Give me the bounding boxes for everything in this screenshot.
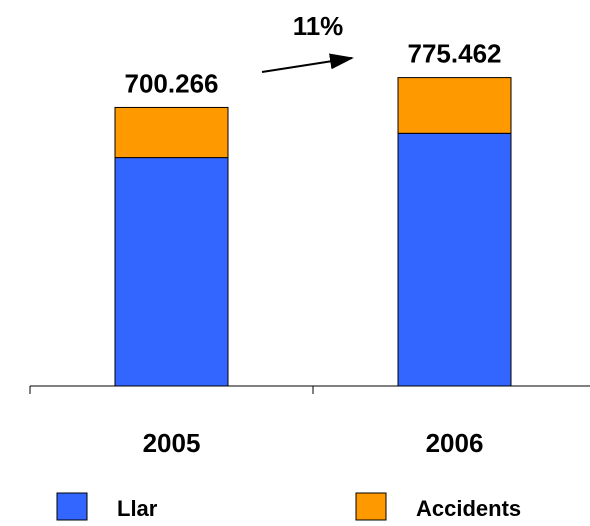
- annotation: 11%: [293, 11, 344, 41]
- x-tick-label: 2005: [143, 428, 201, 458]
- x-tick-label: 2006: [426, 428, 484, 458]
- bar-segment: [397, 132, 512, 387]
- total-label: 700.266: [125, 68, 219, 98]
- bar-segment: [114, 106, 229, 159]
- bar-segment: [114, 157, 229, 387]
- bar-segment: [397, 77, 512, 134]
- legend-label: Accidents: [416, 496, 521, 521]
- legend-swatch: [355, 492, 387, 521]
- legend-swatch: [56, 492, 88, 521]
- legend-label: Llar: [117, 496, 158, 521]
- annotation-arrow: [261, 53, 354, 73]
- total-label: 775.462: [408, 38, 502, 68]
